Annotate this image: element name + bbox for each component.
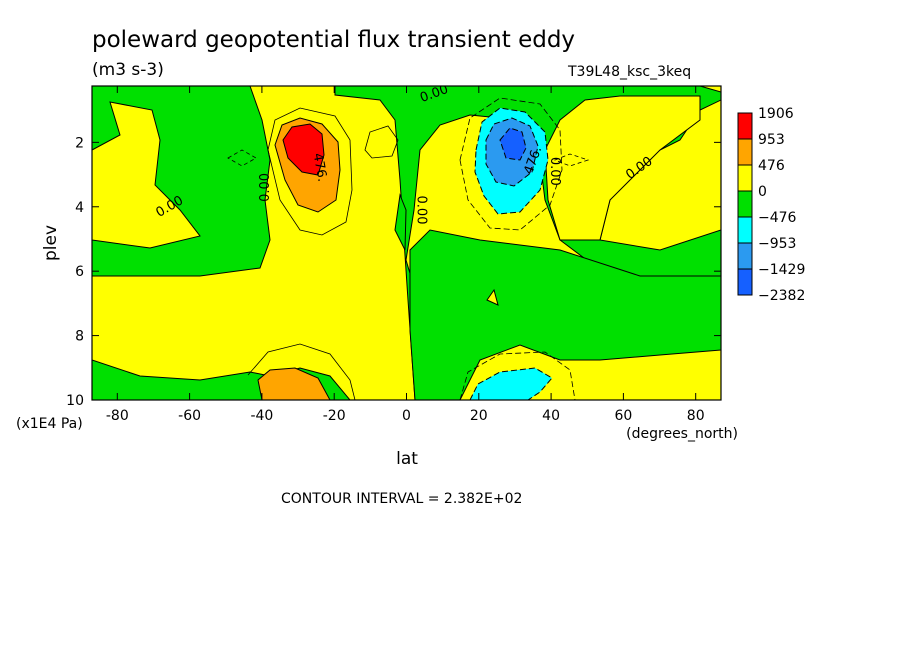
legend-level-label: −953 bbox=[758, 236, 796, 252]
color-legend: 1906 953 476 0 −476 −953 −1429 −2382 bbox=[737, 106, 805, 304]
y-axis: 2 4 6 8 10 bbox=[66, 135, 721, 409]
legend-swatch bbox=[737, 242, 753, 270]
region-positive-notch bbox=[92, 101, 201, 249]
legend-swatch bbox=[737, 268, 753, 296]
x-axis: -80 -60 -40 -20 0 20 40 60 80 bbox=[106, 86, 705, 424]
contour-label: 0.00 bbox=[547, 157, 562, 186]
contour-label: 0.00 bbox=[258, 173, 273, 202]
surface-negative bbox=[469, 367, 553, 400]
legend-swatch bbox=[737, 112, 753, 140]
y-axis-units: (x1E4 Pa) bbox=[16, 416, 83, 432]
x-tick-label: 0 bbox=[402, 408, 411, 424]
region-negative-lower bbox=[409, 229, 721, 400]
legend-swatch bbox=[737, 138, 753, 166]
contour-label: 0.00 bbox=[413, 196, 428, 225]
negative-contour-1429 bbox=[499, 127, 527, 161]
run-label: T39L48_ksc_3keq bbox=[567, 64, 691, 80]
x-tick-label: 20 bbox=[470, 408, 488, 424]
x-tick-label: -40 bbox=[250, 408, 273, 424]
legend-level-label: 476 bbox=[758, 158, 785, 174]
legend-level-label: −476 bbox=[758, 210, 797, 226]
legend-level-label: 0 bbox=[758, 184, 767, 200]
x-tick-label: -60 bbox=[178, 408, 201, 424]
extra-contours bbox=[227, 97, 590, 400]
legend-swatch bbox=[737, 164, 753, 192]
x-tick-label: 60 bbox=[614, 408, 632, 424]
legend-level-label: 1906 bbox=[758, 106, 794, 122]
positive-contour-953 bbox=[282, 123, 325, 176]
legend-swatch bbox=[737, 216, 753, 244]
legend-level-label: 953 bbox=[758, 132, 785, 148]
legend-level-label: −1429 bbox=[758, 262, 805, 278]
y-tick-label: 4 bbox=[75, 200, 84, 216]
y-tick-label: 6 bbox=[75, 264, 84, 280]
contour-interval: CONTOUR INTERVAL = 2.382E+02 bbox=[281, 491, 522, 507]
y-tick-label: 2 bbox=[75, 135, 84, 151]
chart-title: poleward geopotential flux transient edd… bbox=[92, 27, 575, 53]
y-axis-label: plev bbox=[41, 225, 61, 261]
x-axis-label: lat bbox=[396, 449, 418, 469]
legend-swatch bbox=[737, 190, 753, 218]
island-2 bbox=[486, 288, 499, 306]
chart-units: (m3 s-3) bbox=[92, 60, 164, 80]
island-1 bbox=[394, 193, 407, 251]
legend-level-label: −2382 bbox=[758, 288, 805, 304]
y-tick-label: 10 bbox=[66, 393, 84, 409]
x-tick-label: -80 bbox=[106, 408, 129, 424]
x-tick-label: -20 bbox=[323, 408, 346, 424]
y-tick-label: 8 bbox=[75, 329, 84, 345]
surface-positive bbox=[257, 367, 331, 400]
x-tick-label: 80 bbox=[687, 408, 705, 424]
x-tick-label: 40 bbox=[542, 408, 560, 424]
region-positive-mid bbox=[544, 95, 701, 241]
x-axis-units: (degrees_north) bbox=[626, 426, 738, 442]
contour-label: 476. bbox=[310, 152, 330, 183]
